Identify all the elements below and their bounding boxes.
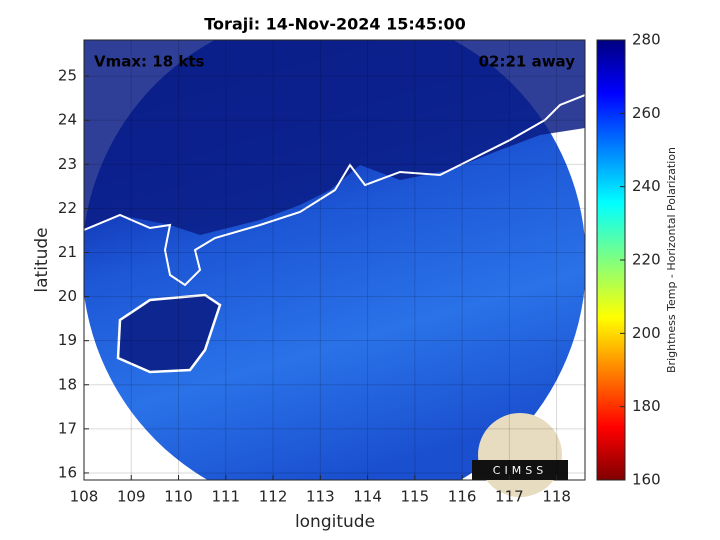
x-tick-label: 109 bbox=[117, 488, 146, 506]
y-axis-label: latitude bbox=[32, 227, 52, 292]
cimss-logo: CIMSS bbox=[472, 413, 568, 497]
y-tick-label: 22 bbox=[58, 199, 77, 217]
y-tick-label: 17 bbox=[58, 419, 77, 437]
y-tick-label: 16 bbox=[58, 463, 77, 481]
y-tick-label: 25 bbox=[58, 67, 77, 85]
annotation: 02:21 away bbox=[479, 53, 576, 71]
x-tick-label: 117 bbox=[495, 488, 524, 506]
x-tick-label: 118 bbox=[542, 488, 571, 506]
colorbar-tick-label: 240 bbox=[632, 177, 661, 195]
colorbar-tick-label: 200 bbox=[632, 324, 661, 342]
x-tick-label: 115 bbox=[401, 488, 430, 506]
x-tick-label: 108 bbox=[70, 488, 99, 506]
logo-text: CIMSS bbox=[493, 464, 547, 477]
plot-frame bbox=[83, 39, 586, 481]
annotation: Vmax: 18 kts bbox=[94, 53, 204, 71]
x-axis-label: longitude bbox=[295, 512, 375, 532]
colorbar-tick-label: 260 bbox=[632, 104, 661, 122]
x-tick-label: 113 bbox=[306, 488, 335, 506]
y-tick-label: 23 bbox=[58, 155, 77, 173]
colorbar-tick-label: 280 bbox=[632, 31, 661, 49]
x-tick-label: 111 bbox=[211, 488, 240, 506]
y-tick-label: 20 bbox=[58, 287, 77, 305]
colorbar-tick-label: 220 bbox=[632, 251, 661, 269]
x-tick-label: 112 bbox=[259, 488, 288, 506]
colorbar-tick-label: 160 bbox=[632, 471, 661, 489]
y-tick-label: 21 bbox=[58, 243, 77, 261]
satellite-swath bbox=[84, 40, 585, 480]
y-tick-label: 24 bbox=[58, 111, 77, 129]
x-tick-label: 116 bbox=[448, 488, 477, 506]
y-tick-label: 18 bbox=[58, 375, 77, 393]
colorbar-label: Brightness Temp - Horizontal Polarizatio… bbox=[665, 147, 678, 373]
x-tick-label: 110 bbox=[164, 488, 193, 506]
colorbar-tick-label: 180 bbox=[632, 397, 661, 415]
chart-title: Toraji: 14-Nov-2024 15:45:00 bbox=[204, 15, 465, 34]
y-tick-label: 19 bbox=[58, 331, 77, 349]
x-tick-label: 114 bbox=[353, 488, 382, 506]
